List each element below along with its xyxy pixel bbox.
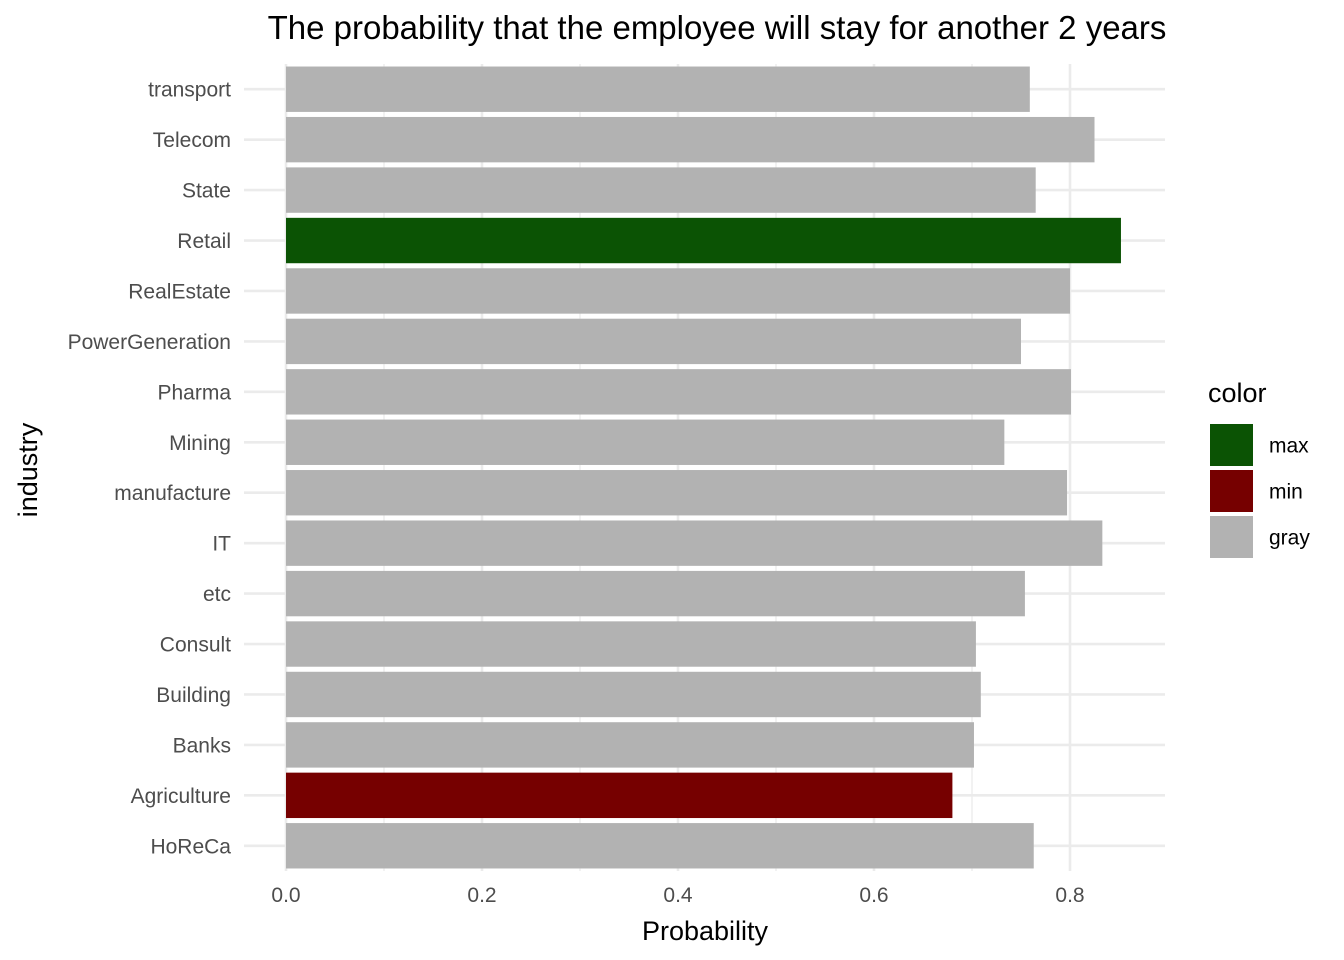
y-tick-label: State	[182, 180, 231, 203]
y-axis-title: industry	[13, 422, 43, 517]
legend-label-max: max	[1269, 435, 1309, 458]
x-tick-label: 0.6	[859, 884, 888, 907]
bar-it	[286, 520, 1103, 566]
x-tick-label: 0.0	[271, 884, 300, 907]
bar-etc	[286, 570, 1025, 617]
bar-powergeneration	[286, 318, 1021, 365]
y-tick-label: Pharma	[157, 381, 231, 404]
legend-key-max	[1210, 424, 1253, 466]
bar-transport	[286, 66, 1030, 112]
y-tick-label: Banks	[173, 734, 231, 757]
bar-building	[286, 671, 981, 718]
legend-key-gray	[1210, 516, 1253, 558]
bar-pharma	[286, 369, 1071, 415]
y-axis-ticks: HoReCa Agriculture Banks Building Consult etc…	[68, 79, 232, 859]
bar-realestate	[286, 268, 1070, 314]
bar-banks	[286, 722, 974, 768]
bar-horeca	[286, 823, 1034, 869]
bar-mining	[286, 419, 1005, 465]
x-axis-title: Probability	[642, 916, 769, 946]
y-tick-label: transport	[148, 79, 231, 102]
x-axis-ticks: 0.0 0.2 0.4 0.6 0.8	[271, 884, 1084, 907]
y-tick-label: Mining	[169, 432, 231, 455]
legend-label-gray: gray	[1269, 527, 1310, 550]
legend-key-min	[1210, 470, 1253, 512]
legend: color max min gray	[1208, 378, 1310, 558]
y-tick-label: Agriculture	[131, 785, 231, 808]
bar-manufacture	[286, 470, 1068, 516]
y-tick-label: Telecom	[153, 129, 231, 152]
bar-consult	[286, 621, 976, 667]
y-tick-label: Consult	[160, 634, 231, 657]
x-tick-label: 0.4	[663, 884, 693, 907]
bar-agriculture	[286, 772, 953, 819]
x-tick-label: 0.2	[467, 884, 496, 907]
y-tick-label: PowerGeneration	[68, 331, 231, 354]
bar-state	[286, 167, 1036, 213]
y-tick-label: Retail	[177, 230, 231, 253]
y-tick-label: Building	[156, 684, 231, 707]
bar-retail	[286, 217, 1121, 264]
y-tick-label: manufacture	[114, 482, 231, 505]
bar-telecom	[286, 116, 1095, 163]
y-tick-label: IT	[212, 533, 231, 556]
y-tick-label: etc	[203, 583, 231, 606]
legend-label-min: min	[1269, 481, 1303, 504]
bars	[286, 66, 1121, 869]
y-tick-label: RealEstate	[128, 280, 231, 303]
chart-title: The probability that the employee will s…	[268, 9, 1167, 46]
x-tick-label: 0.8	[1055, 884, 1084, 907]
y-tick-label: HoReCa	[150, 835, 231, 858]
legend-title: color	[1208, 378, 1267, 408]
